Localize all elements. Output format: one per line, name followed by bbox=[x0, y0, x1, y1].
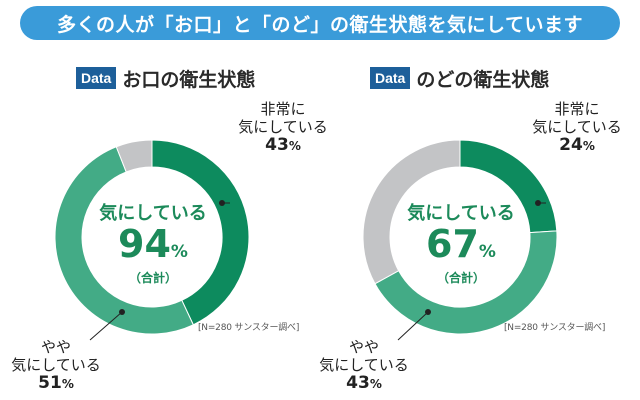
chart-2-title-text: のどの衛生状態 bbox=[416, 65, 549, 92]
data-badge: Data bbox=[370, 67, 410, 89]
chart-1-note: [N=280 サンスター調べ] bbox=[198, 320, 299, 333]
center-sub: （合計） bbox=[396, 271, 526, 285]
chart-2-label-very: 非常に 気にしている 24% bbox=[532, 100, 622, 155]
chart-1-center-total: 気にしている 94% （合計） bbox=[88, 203, 218, 285]
center-value: 67% bbox=[396, 225, 526, 271]
center-value: 94% bbox=[88, 225, 218, 271]
chart-1-label-somewhat: やや 気にしている 51% bbox=[6, 338, 106, 393]
center-sub: （合計） bbox=[88, 271, 218, 285]
chart-2-note: [N=280 サンスター調べ] bbox=[504, 320, 605, 333]
chart-1-label-very: 非常に 気にしている 43% bbox=[238, 100, 328, 155]
chart-2-center-total: 気にしている 67% （合計） bbox=[396, 203, 526, 285]
chart-2-title: Data のどの衛生状態 bbox=[370, 66, 549, 90]
chart-2-label-somewhat: やや 気にしている 43% bbox=[314, 338, 414, 393]
